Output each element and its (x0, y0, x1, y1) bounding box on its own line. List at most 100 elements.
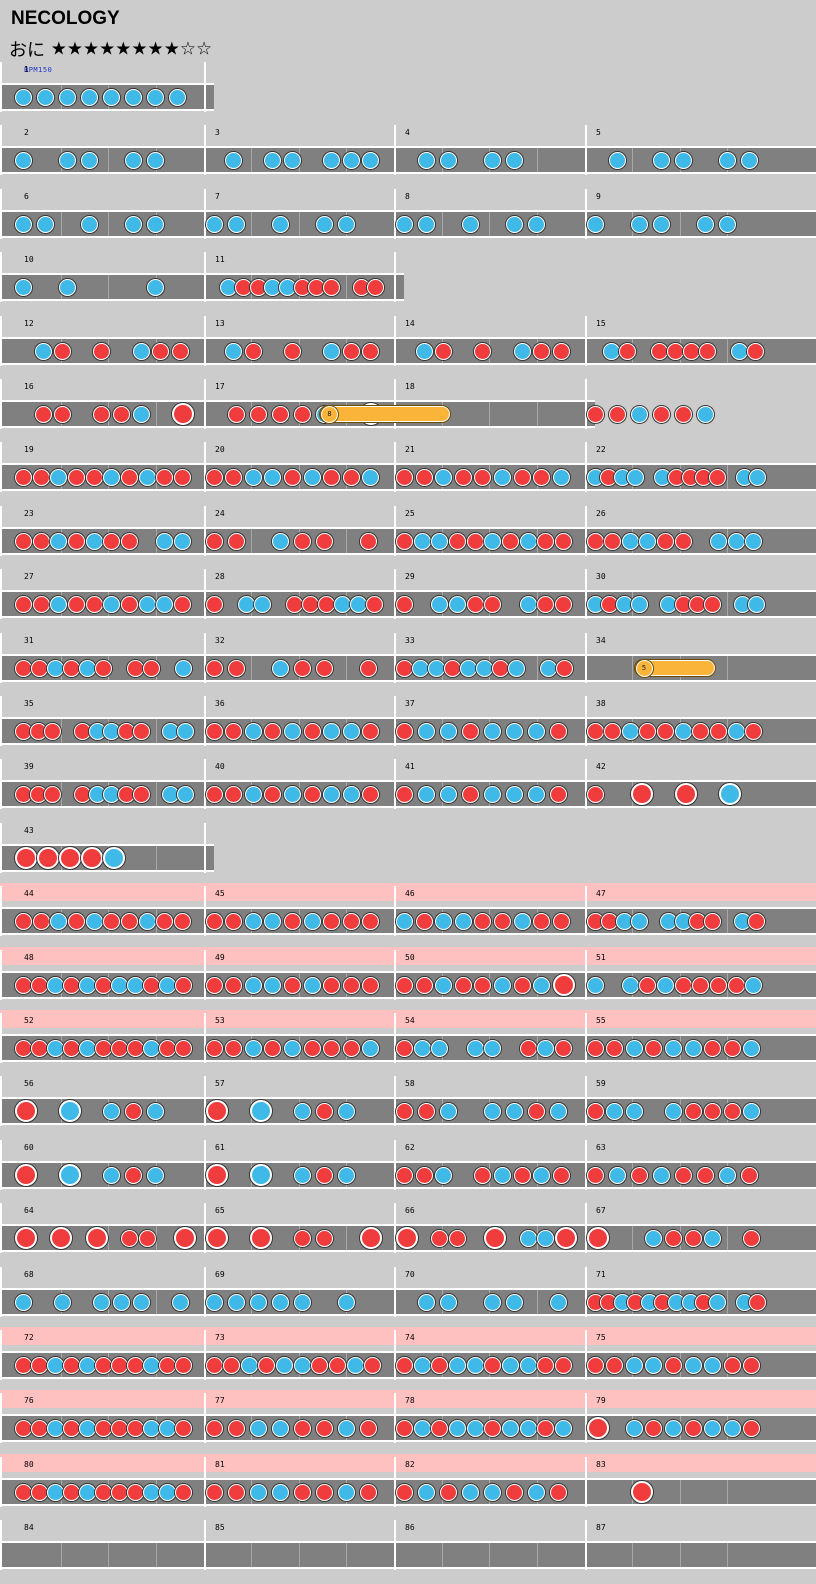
measure-number: 47 (596, 889, 606, 898)
ka-note (460, 660, 477, 677)
don-note (724, 1103, 741, 1120)
ka-note (147, 216, 164, 233)
measure-number: 71 (596, 1270, 606, 1279)
ka-note (704, 1357, 721, 1374)
ka-note (338, 1103, 355, 1120)
don-note (704, 596, 721, 613)
beat-line (346, 1226, 347, 1250)
don-note (125, 1167, 142, 1184)
don-note (533, 343, 550, 360)
barline (394, 1520, 396, 1570)
ka-note (484, 723, 501, 740)
don-note (362, 343, 379, 360)
ka-note (174, 533, 191, 550)
beat-line (108, 148, 109, 172)
beat-line (156, 782, 157, 806)
don-note (416, 1167, 433, 1184)
don-note (396, 469, 413, 486)
beat-line (156, 1226, 157, 1250)
note-lane (0, 1541, 816, 1569)
ka-note (156, 596, 173, 613)
barline (204, 1520, 206, 1570)
don-note (206, 660, 223, 677)
don-note (474, 469, 491, 486)
don-note (685, 1230, 702, 1247)
don-note (86, 469, 103, 486)
don-note (284, 343, 301, 360)
ka-note (228, 216, 245, 233)
ka-note (147, 1103, 164, 1120)
ka-note (449, 1420, 466, 1437)
don-note (159, 1357, 176, 1374)
ka-note (520, 533, 537, 550)
ka-note (15, 216, 32, 233)
ka-note (103, 1167, 120, 1184)
ka-note (79, 1357, 96, 1374)
don-note (440, 1484, 457, 1501)
don-note (63, 1420, 80, 1437)
barline (394, 1013, 396, 1063)
don-note (15, 913, 32, 930)
beat-line (727, 465, 728, 489)
barline (394, 1330, 396, 1380)
ka-note (47, 1420, 64, 1437)
ka-note (528, 786, 545, 803)
ka-note (435, 913, 452, 930)
ka-note (484, 786, 501, 803)
beat-line (727, 529, 728, 553)
ka-note (294, 1103, 311, 1120)
don-note (683, 343, 700, 360)
ka-note (50, 913, 67, 930)
don-note (63, 1357, 80, 1374)
beat-line (346, 1543, 347, 1567)
don-note (15, 533, 32, 550)
don-note (467, 596, 484, 613)
don-note (514, 977, 531, 994)
ka-note (449, 1357, 466, 1374)
don-note (174, 596, 191, 613)
ka-note (343, 786, 360, 803)
barline (394, 1393, 396, 1443)
ka-note (506, 723, 523, 740)
don-note (455, 977, 472, 994)
beat-line (727, 909, 728, 933)
don-note (449, 1230, 466, 1247)
barline (0, 759, 2, 809)
don-note (587, 1167, 604, 1184)
barline (585, 950, 587, 1000)
don-note (743, 1230, 760, 1247)
barline (204, 1076, 206, 1126)
ka-note (697, 406, 714, 423)
ka-note (657, 977, 674, 994)
ka-note (743, 1103, 760, 1120)
beat-line (537, 656, 538, 680)
beat-line (727, 1543, 728, 1567)
ka-note (350, 596, 367, 613)
ka-note (609, 1167, 626, 1184)
don-big-note (484, 1227, 506, 1249)
ka-note (665, 1103, 682, 1120)
don-note (294, 660, 311, 677)
beat-line (489, 402, 490, 426)
ka-note (631, 596, 648, 613)
ka-note (435, 469, 452, 486)
don-note (416, 977, 433, 994)
barline (585, 886, 587, 936)
don-note (416, 913, 433, 930)
don-note (484, 1357, 501, 1374)
ka-note (435, 977, 452, 994)
ka-note (745, 533, 762, 550)
beat-line (727, 1290, 728, 1314)
don-note (15, 1040, 32, 1057)
don-note (396, 660, 413, 677)
difficulty-stars: ★★★★★★★★☆☆ (50, 38, 213, 60)
don-note (587, 1040, 604, 1057)
ka-note (506, 1294, 523, 1311)
don-note (127, 660, 144, 677)
ka-note (347, 1357, 364, 1374)
ka-note (103, 89, 120, 106)
ka-note (414, 1420, 431, 1437)
don-note (95, 1357, 112, 1374)
barline (0, 1013, 2, 1063)
ka-note (228, 1294, 245, 1311)
